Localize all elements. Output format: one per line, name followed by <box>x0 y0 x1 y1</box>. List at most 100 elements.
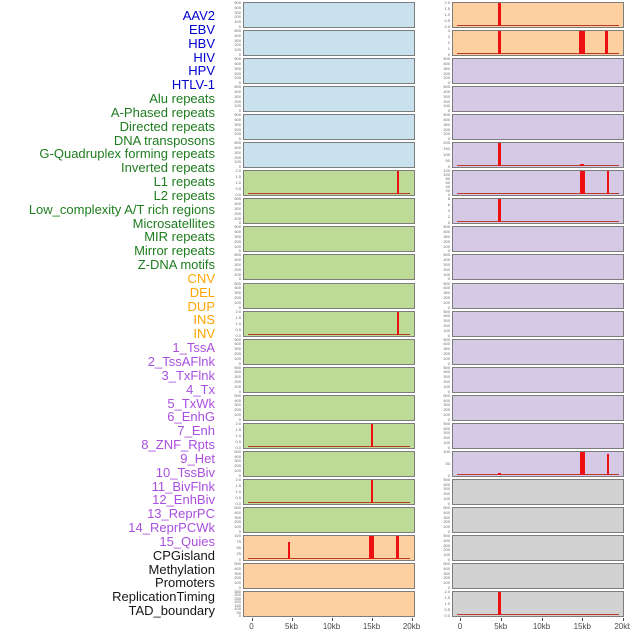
y-tick-label: 400 <box>443 285 450 291</box>
y-tick-label: 3 <box>447 34 450 40</box>
y-tick-label: 500 <box>443 224 450 230</box>
y-tick-label: 200 <box>443 407 450 413</box>
track-label: 11_BivFlnk <box>151 478 215 494</box>
y-tick-label: 300 <box>234 374 241 380</box>
signal-baseline <box>457 221 619 223</box>
y-tick-label: 300 <box>443 374 450 380</box>
y-tick-label: 400 <box>443 89 450 94</box>
signal-spike <box>579 171 585 195</box>
y-tick-label: 400 <box>443 426 450 431</box>
track-label: Inverted repeats <box>121 160 215 176</box>
y-tick-label: 300 <box>234 515 241 520</box>
y-tick-label: 2.0 <box>235 421 241 426</box>
y-tick-label: 400 <box>234 5 241 10</box>
y-tick-label: 2.0 <box>444 589 450 595</box>
y-tick-label: 200 <box>234 463 241 469</box>
y-tick-label: 100 <box>443 75 450 81</box>
signal-spike <box>497 31 501 55</box>
y-tick-label: 100 <box>234 216 241 221</box>
y-tick-label: 50 <box>236 610 241 615</box>
y-tick-label: 1.5 <box>235 174 241 180</box>
y-tick-label: 200 <box>234 599 241 605</box>
track-label: 1_TssA <box>172 340 215 356</box>
y-tick-label: 200 <box>443 351 450 356</box>
y-tick-label: 400 <box>234 257 241 263</box>
y-tick-label: 1.0 <box>235 321 241 326</box>
track-panel-hiv <box>243 86 415 113</box>
x-tick-label: 5kb <box>494 622 508 631</box>
y-tick-label: 350 <box>234 589 241 595</box>
y-tick-label: 200 <box>443 239 450 244</box>
y-tick-label: 100 <box>443 440 450 445</box>
signal-spike <box>497 473 501 475</box>
y-tick-label: 200 <box>443 71 450 76</box>
y-tick-label: 0.5 <box>235 495 241 500</box>
y-tick-label: 0 <box>447 585 450 590</box>
y-tick-label: 25 <box>236 551 241 556</box>
y-tick-label: 500 <box>443 365 450 370</box>
y-tick-label: 2 <box>447 40 450 46</box>
x-tick-mark <box>251 618 253 622</box>
x-tick-label: 20kb <box>402 622 421 631</box>
y-tick-label: 300 <box>234 346 241 352</box>
track-panel-mir-repeats <box>243 450 415 477</box>
y-tick-label: 0.0 <box>235 501 241 506</box>
y-tick-label: 0 <box>447 557 450 562</box>
y-tick-label: 100 <box>234 533 241 538</box>
y-tick-label: 200 <box>234 211 241 216</box>
y-tick-label: 500 <box>234 281 241 286</box>
track-label: AAV2 <box>182 8 215 23</box>
track-panel-hbv <box>243 58 415 85</box>
track-panel-15-quies <box>452 450 624 477</box>
track-label: Mirror repeats <box>134 243 215 259</box>
y-tick-label: 500 <box>443 477 450 482</box>
y-tick-label: 0 <box>447 445 450 450</box>
signal-baseline <box>248 445 410 447</box>
y-tick-label: 0 <box>238 24 241 29</box>
signal-spike <box>579 451 585 475</box>
track-panel-6-enhg <box>452 198 624 225</box>
y-tick-label: 500 <box>443 505 450 510</box>
y-tick-label: 300 <box>234 402 241 408</box>
y-tick-label: 200 <box>234 239 241 244</box>
y-tick-label: 40 <box>445 184 450 190</box>
y-tick-label: 100 <box>443 172 450 178</box>
y-tick-label: 400 <box>443 229 450 235</box>
y-tick-label: 150 <box>443 146 450 152</box>
y-tick-label: 100 <box>443 300 450 305</box>
track-label: Directed repeats <box>119 118 215 134</box>
y-tick-label: 400 <box>443 369 450 375</box>
track-label: HIV <box>193 49 215 65</box>
signal-spike <box>580 163 585 167</box>
y-tick-label: 60 <box>445 180 450 186</box>
signal-spike <box>605 31 609 55</box>
y-tick-label: 500 <box>234 252 241 258</box>
y-tick-label: 200 <box>234 127 241 132</box>
y-tick-label: 50 <box>445 158 450 164</box>
y-tick-label: 300 <box>443 66 450 71</box>
y-tick-label: 300 <box>443 543 450 548</box>
y-tick-label: 200 <box>234 99 241 104</box>
track-label: A-Phased repeats <box>110 104 215 120</box>
y-tick-label: 200 <box>443 127 450 132</box>
track-panel-promoters <box>452 534 624 561</box>
y-tick-label: 500 <box>234 393 241 398</box>
y-tick-label: 400 <box>234 285 241 291</box>
track-label: TAD_boundary <box>128 603 215 619</box>
y-tick-label: 0.5 <box>235 327 241 332</box>
track-label: 7_Enh <box>177 423 215 439</box>
y-tick-label: 100 <box>443 412 450 417</box>
y-tick-label: 0 <box>447 80 450 86</box>
y-tick-label: 0 <box>238 389 241 394</box>
track-label: L2 repeats <box>153 187 215 203</box>
y-tick-label: 0 <box>238 305 241 310</box>
y-tick-label: 1.0 <box>235 180 241 186</box>
y-tick-label: 500 <box>234 0 241 5</box>
y-tick-label: 8 <box>447 196 450 202</box>
y-tick-label: 500 <box>234 84 241 90</box>
y-tick-label: 1.5 <box>444 595 450 601</box>
track-label: 5_TxWk <box>167 395 215 411</box>
track-panel-directed-repeats <box>243 226 415 253</box>
track-panel-dna-transposons <box>243 254 415 281</box>
y-tick-label: 200 <box>234 379 241 385</box>
